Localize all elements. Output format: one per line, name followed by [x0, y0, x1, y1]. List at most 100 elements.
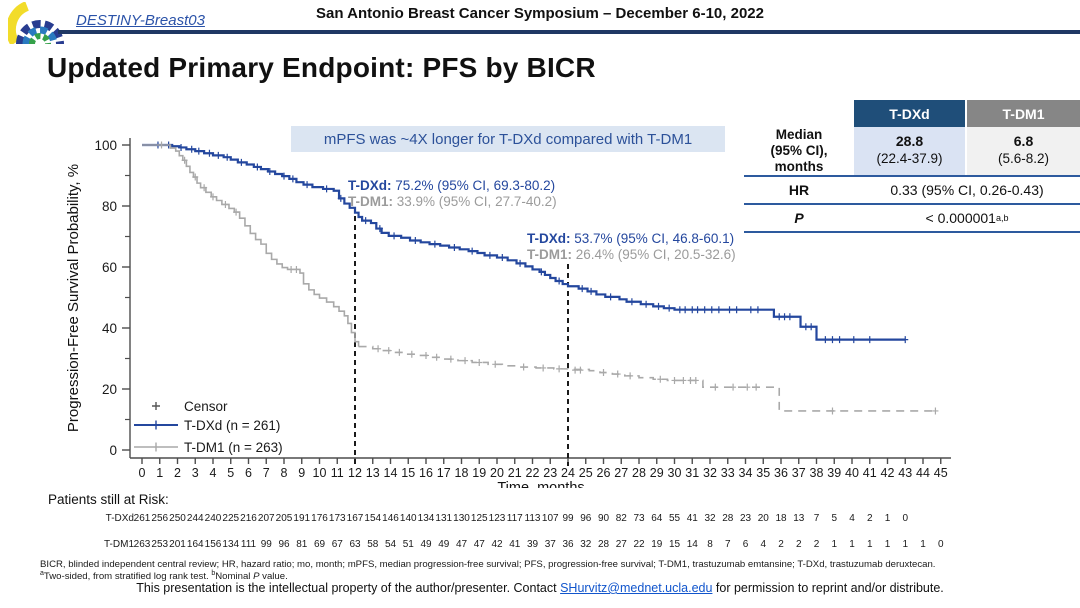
tdm1-curve-censor-mark [556, 365, 563, 373]
risk-count: 19 [651, 539, 663, 550]
risk-count: 176 [311, 513, 328, 524]
tdm1-curve-censor-mark [744, 383, 751, 391]
risk-count: 20 [757, 513, 769, 524]
tdxd-curve-censor-mark [266, 168, 273, 176]
x-tick-label: 3 [192, 466, 199, 480]
annotation-12mo-tdxd-value: 75.2% (95% CI, 69.3-80.2) [395, 178, 556, 193]
tdxd-curve-censor-mark [376, 225, 383, 233]
tdxd-curve-censor-mark [431, 240, 438, 248]
y-tick-label: 60 [102, 260, 117, 275]
tdm1-curve-censor-mark [712, 383, 719, 391]
tdxd-curve-censor-mark [178, 143, 185, 151]
tdxd-curve-censor-mark [676, 306, 683, 314]
annotation-24mo-tdm1-value: 26.4% (95% CI, 20.5-32.6) [575, 247, 736, 262]
x-tick-label: 32 [703, 466, 717, 480]
tdxd-curve-censor-mark [682, 306, 689, 314]
risk-count: 82 [615, 513, 627, 524]
footnote-a-text: Two-sided, from stratified log rank test… [43, 571, 212, 583]
tdm1-curve-censor-mark [730, 383, 737, 391]
tdxd-curve-censor-mark [188, 145, 195, 153]
x-tick-label: 33 [721, 466, 735, 480]
tdm1-curve-censor-mark [657, 375, 664, 383]
tdm1-curve-censor-mark [222, 200, 229, 208]
median-tdm1-ci: (5.6-8.2) [997, 151, 1050, 166]
x-tick-label: 13 [366, 466, 380, 480]
tdxd-curve-censor-mark [224, 153, 231, 161]
risk-count: 32 [704, 513, 716, 524]
hr-row-label: HR [788, 182, 810, 198]
tdxd-curve-censor-mark [808, 323, 815, 331]
x-tick-label: 4 [210, 466, 217, 480]
contact-email-link[interactable]: SHurvitz@mednet.ucla.edu [560, 581, 713, 595]
risk-count: 22 [633, 539, 645, 550]
risk-row-label: T-DXd [105, 513, 134, 524]
risk-count: 0 [937, 539, 944, 550]
tdxd-curve-censor-mark [666, 304, 673, 312]
x-tick-label: 0 [139, 466, 146, 480]
x-tick-label: 9 [298, 466, 305, 480]
x-tick-label: 22 [526, 466, 540, 480]
tdm1-curve-censor-mark [600, 369, 607, 377]
risk-count: 125 [470, 513, 488, 524]
tdxd-curve-censor-mark [337, 194, 344, 202]
risk-table-title: Patients still at Risk: [48, 492, 169, 507]
permission-statement: This presentation is the intellectual pr… [0, 581, 1080, 595]
risk-count: 42 [491, 539, 503, 550]
tdxd-curve-censor-mark [304, 181, 311, 189]
x-tick-label: 15 [401, 466, 415, 480]
risk-count: 13 [793, 513, 805, 524]
risk-count: 263 [133, 539, 151, 550]
p-value-text: < 0.000001 [925, 210, 996, 226]
results-table-corner [744, 100, 854, 127]
median-tdm1-cell: 6.8 (5.6-8.2) [967, 127, 1080, 175]
x-tick-label: 10 [313, 466, 327, 480]
risk-count: 134 [417, 513, 435, 524]
table-rule [744, 231, 1080, 233]
x-tick-label: 11 [331, 466, 344, 480]
tdxd-curve-censor-mark [747, 306, 754, 314]
tdxd-curve-censor-mark [802, 323, 809, 331]
tdxd-curve-censor-mark [689, 306, 696, 314]
tdxd-curve-censor-mark [362, 217, 369, 225]
tdxd-curve-censor-mark [588, 287, 595, 295]
tdxd-curve-censor-mark [776, 313, 783, 321]
tdm1-curve-solid [142, 144, 360, 347]
tdxd-curve-censor-mark [781, 313, 788, 321]
tdm1-curve-censor-mark [408, 350, 415, 358]
risk-count: 55 [668, 513, 681, 524]
risk-count: 5 [831, 513, 838, 524]
annotation-12mo-tdm1-value: 33.9% (95% CI, 27.7-40.2) [396, 194, 557, 209]
x-tick-label: 38 [810, 466, 824, 480]
p-value: < 0.000001 a,b [854, 205, 1080, 231]
risk-count: 1 [920, 539, 926, 550]
tdm1-curve-censor-mark [375, 345, 382, 353]
tdxd-curve-censor-mark [733, 306, 740, 314]
tdm1-curve-censor-mark [753, 383, 760, 391]
tdxd-curve-censor-mark [643, 300, 650, 308]
risk-count: 2 [866, 513, 873, 524]
permission-post: for permission to reprint and/or distrib… [712, 581, 944, 595]
x-tick-label: 16 [419, 466, 433, 480]
x-tick-label: 44 [916, 466, 930, 480]
risk-count: 64 [651, 513, 663, 524]
table-rule [744, 203, 1080, 205]
risk-row-label: T-DM1 [104, 539, 134, 550]
risk-count: 58 [367, 539, 379, 550]
footnote-b-post: value. [259, 571, 288, 583]
tdxd-curve-censor-mark [754, 306, 761, 314]
risk-count: 2 [813, 539, 820, 550]
risk-count: 49 [438, 539, 450, 550]
tdm1-curve-censor-mark [423, 351, 429, 359]
tdxd-curve-censor-mark [836, 336, 843, 344]
tdm1-curve-censor-mark [492, 360, 499, 368]
sabcs-logo [8, 2, 64, 44]
tdm1-curve-censor-mark [210, 193, 216, 201]
legend-tdxd-label: T-DXd (n = 261) [184, 417, 281, 433]
tdm1-curve-censor-mark [462, 357, 469, 365]
risk-count: 117 [506, 513, 523, 524]
tdxd-curve-censor-mark [451, 243, 458, 251]
risk-count: 140 [399, 513, 417, 524]
risk-count: 49 [420, 539, 432, 550]
tdm1-curve-censor-mark [627, 372, 634, 380]
tdm1-curve-censor-mark [692, 376, 699, 384]
